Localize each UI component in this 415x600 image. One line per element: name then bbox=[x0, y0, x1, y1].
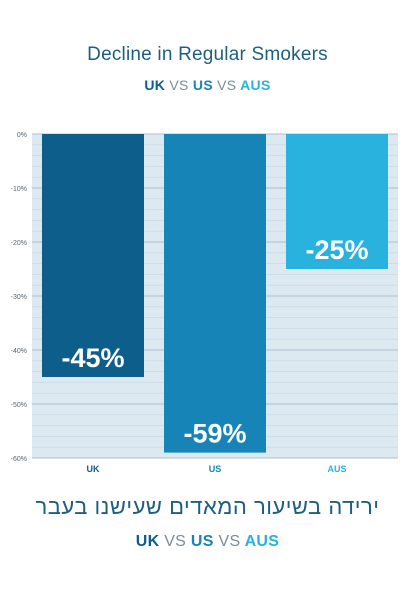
subtitle-vs: VS bbox=[218, 533, 241, 550]
subtitle-vs: VS bbox=[164, 533, 187, 550]
y-tick-label: -60% bbox=[11, 456, 27, 463]
y-tick-label: -30% bbox=[11, 294, 27, 301]
y-tick-label: -50% bbox=[11, 402, 27, 409]
subtitle-aus: AUS bbox=[244, 533, 280, 550]
bar-aus bbox=[286, 134, 388, 269]
x-tick-label: UK bbox=[87, 464, 100, 474]
hebrew-caption: ירידה בשיעור המאדים שעישנו בעבר bbox=[35, 494, 380, 519]
data-label: -59% bbox=[183, 419, 246, 449]
x-tick-label: US bbox=[209, 464, 222, 474]
y-tick-label: 0% bbox=[17, 132, 27, 139]
subtitle-us: US bbox=[190, 533, 214, 550]
subtitle-uk: UK bbox=[144, 77, 166, 93]
y-tick-label: -40% bbox=[11, 348, 27, 355]
data-label: -45% bbox=[61, 343, 124, 373]
y-tick-label: -10% bbox=[11, 186, 27, 193]
bar-chart: -45% -59% -25% 0% -10% -20% -30% -40% -50% -60% U… bbox=[11, 132, 398, 474]
subtitle-vs: VS bbox=[169, 77, 189, 93]
subtitle-us: US bbox=[192, 77, 213, 93]
bar-uk bbox=[42, 134, 144, 377]
subtitle-uk: UK bbox=[135, 533, 160, 550]
data-label: -25% bbox=[305, 235, 368, 265]
bar-us bbox=[164, 134, 266, 453]
bottom-subtitle: UK VS US VS AUS bbox=[0, 533, 415, 551]
subtitle-aus: AUS bbox=[240, 77, 271, 93]
chart-subtitle: UK VS US VS AUS bbox=[0, 77, 415, 93]
subtitle-vs: VS bbox=[217, 77, 237, 93]
y-tick-label: -20% bbox=[11, 240, 27, 247]
x-tick-label: AUS bbox=[327, 464, 346, 474]
chart-title: Decline in Regular Smokers bbox=[87, 44, 328, 65]
